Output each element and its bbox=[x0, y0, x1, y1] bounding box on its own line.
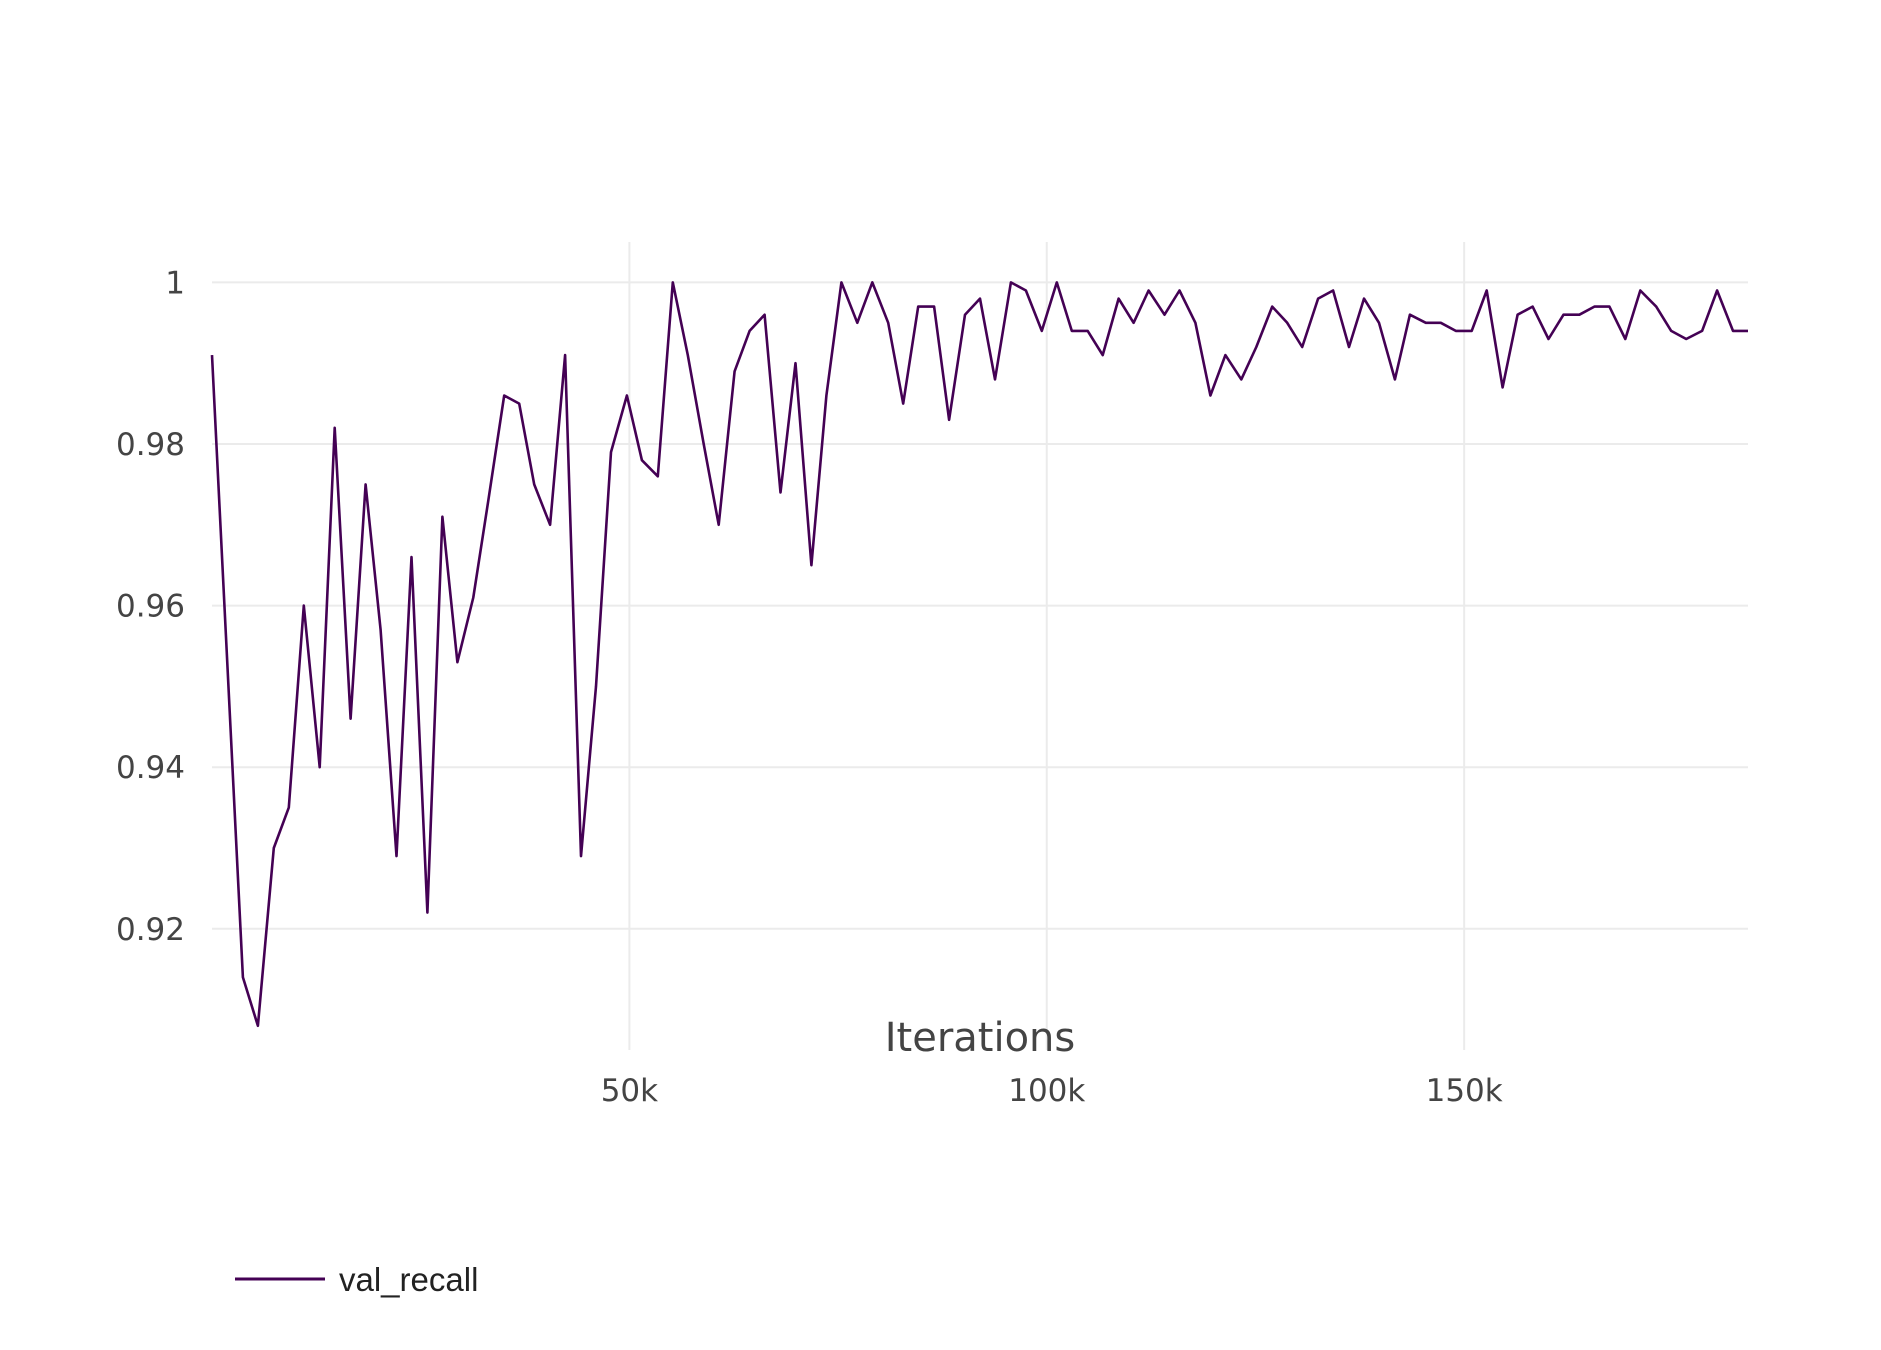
x-gridlines bbox=[628, 242, 1466, 1050]
x-tick-label: 150k bbox=[1426, 1073, 1503, 1109]
legend-item-val_recall[interactable]: val_recall bbox=[235, 1261, 478, 1298]
y-tick-label: 0.96 bbox=[116, 589, 185, 625]
x-tick-label: 100k bbox=[1008, 1073, 1085, 1109]
y-gridlines bbox=[212, 281, 1748, 930]
legend-label: val_recall bbox=[339, 1261, 478, 1298]
y-tick-label: 0.94 bbox=[116, 750, 185, 786]
y-tick-label: 0.92 bbox=[116, 912, 185, 948]
x-tick-label: 50k bbox=[601, 1073, 658, 1109]
x-tick-labels: 50k 100k 150k bbox=[601, 1073, 1503, 1109]
legend[interactable]: val_recall bbox=[235, 1261, 478, 1298]
y-tick-labels: 0.92 0.94 0.96 0.98 1 bbox=[116, 265, 185, 947]
series-layer bbox=[210, 281, 1748, 1028]
x-axis-title: Iterations bbox=[885, 1015, 1076, 1061]
series-line-val_recall bbox=[210, 281, 1748, 1028]
y-tick-label: 1 bbox=[165, 265, 185, 301]
y-tick-label: 0.98 bbox=[116, 427, 185, 463]
